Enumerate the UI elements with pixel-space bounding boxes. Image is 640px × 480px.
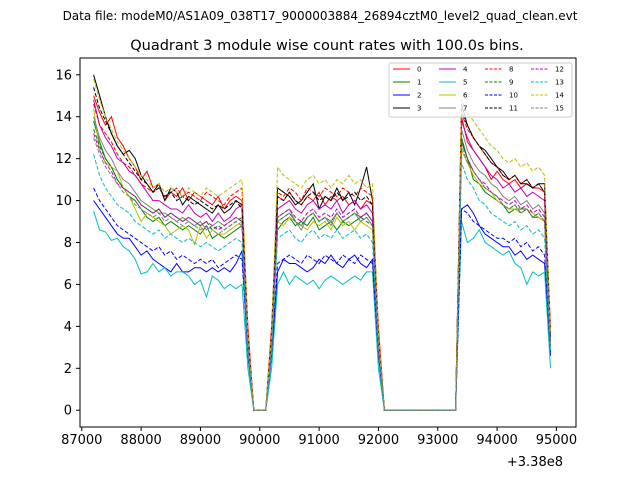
series-line-4 <box>93 99 551 411</box>
legend-label-9: 9 <box>509 79 513 87</box>
y-tick-label: 12 <box>55 152 72 167</box>
series-line-3 <box>93 74 551 411</box>
legend-label-12: 12 <box>555 66 564 74</box>
y-tick-label: 16 <box>55 68 72 83</box>
y-tick-label: 6 <box>64 278 72 293</box>
series-line-0 <box>93 95 551 411</box>
series-line-13 <box>93 154 551 411</box>
y-tick-label: 4 <box>64 320 72 335</box>
x-tick-label: 93000 <box>417 433 458 448</box>
series-line-1 <box>93 120 551 411</box>
x-tick-label: 88000 <box>120 433 161 448</box>
x-tick-label: 92000 <box>358 433 399 448</box>
legend-label-6: 6 <box>463 92 468 100</box>
y-tick-label: 0 <box>64 404 72 419</box>
legend-label-2: 2 <box>417 92 421 100</box>
series-line-7 <box>93 116 551 411</box>
chart-title: Quadrant 3 module wise count rates with … <box>130 38 524 54</box>
x-tick-label: 91000 <box>298 433 339 448</box>
x-offset-label: +3.38e8 <box>507 455 563 470</box>
legend-label-10: 10 <box>509 92 518 100</box>
series-line-15 <box>93 137 551 411</box>
x-tick-label: 95000 <box>536 433 577 448</box>
series-line-5 <box>93 210 551 411</box>
legend-label-7: 7 <box>463 105 467 113</box>
legend-frame <box>388 62 573 118</box>
legend-label-8: 8 <box>509 66 513 74</box>
series-layer <box>93 74 551 411</box>
data-file-suptitle: Data file: modeM0/AS1A09_038T17_90000038… <box>63 9 578 23</box>
series-line-11 <box>93 87 551 411</box>
x-tick-label: 94000 <box>476 433 517 448</box>
y-tick-label: 10 <box>55 194 72 209</box>
legend-label-15: 15 <box>555 105 564 113</box>
legend-label-13: 13 <box>555 79 564 87</box>
axis-layer: 87000 88000 89000 90000 91000 92000 93000 94000… <box>55 68 577 448</box>
series-line-6 <box>93 108 551 411</box>
legend-label-11: 11 <box>509 105 518 113</box>
series-line-2 <box>93 200 551 411</box>
legend-label-1: 1 <box>417 79 421 87</box>
legend-label-3: 3 <box>417 105 421 113</box>
legend-label-4: 4 <box>463 66 468 74</box>
y-tick-label: 14 <box>55 110 72 125</box>
x-tick-label: 87000 <box>61 433 102 448</box>
x-tick-label: 90000 <box>239 433 280 448</box>
series-line-12 <box>93 133 551 411</box>
series-line-14 <box>93 78 551 411</box>
legend-label-14: 14 <box>555 92 564 100</box>
legend-label-0: 0 <box>417 66 421 74</box>
x-tick-label: 89000 <box>180 433 221 448</box>
y-tick-label: 2 <box>64 362 72 377</box>
legend-label-5: 5 <box>463 79 467 87</box>
series-line-10 <box>93 187 551 411</box>
y-tick-label: 8 <box>64 236 72 251</box>
